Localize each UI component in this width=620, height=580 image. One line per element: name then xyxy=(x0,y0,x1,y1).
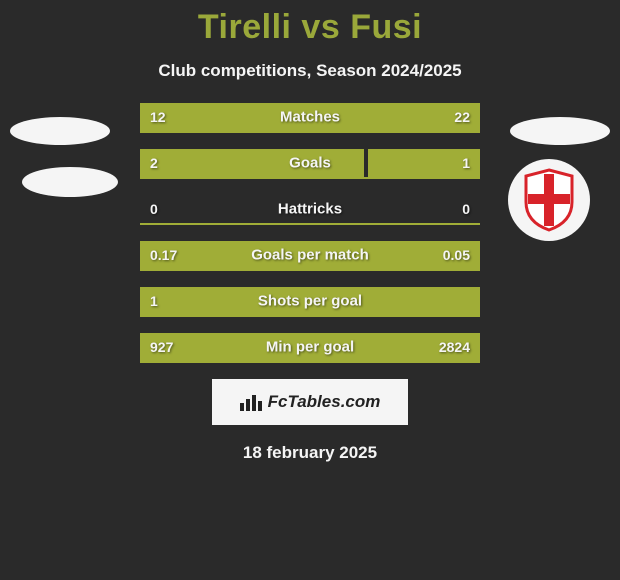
bar-segment-right xyxy=(368,149,480,177)
date-text: 18 february 2025 xyxy=(0,443,620,463)
bar-segment-left xyxy=(140,333,225,361)
branding-box: FcTables.com xyxy=(212,379,408,425)
comparison-bars: Matches1222 Goals21 Hattricks0 0 Goals per m… xyxy=(140,103,480,363)
bar-row: Hattricks0 0 xyxy=(140,195,480,225)
bar-label: Hattricks xyxy=(140,201,480,218)
bar-segment-left xyxy=(140,149,364,177)
shield-icon xyxy=(522,168,576,232)
bar-row: Goals21 xyxy=(140,149,480,179)
right-emblem-badge xyxy=(508,159,590,241)
bar-segment-right xyxy=(405,241,480,269)
left-emblem-oval-1 xyxy=(10,117,110,145)
bar-segment-right xyxy=(225,333,480,361)
right-emblem-oval xyxy=(510,117,610,145)
bar-row: Matches1222 xyxy=(140,103,480,133)
bar-row: Shots per goal1 xyxy=(140,287,480,317)
bar-row: Min per goal9272824 xyxy=(140,333,480,363)
bar-row: Goals per match0.170.05 xyxy=(140,241,480,271)
bar-segment-left xyxy=(140,241,405,269)
bar-segment-right xyxy=(259,103,480,131)
title: Tirelli vs Fusi xyxy=(0,8,620,47)
branding-text: FcTables.com xyxy=(268,392,381,412)
stage: Matches1222 Goals21 Hattricks0 0 Goals per m… xyxy=(0,103,620,463)
bar-segment-left xyxy=(140,103,259,131)
infographic-container: Tirelli vs Fusi Club competitions, Seaso… xyxy=(0,0,620,580)
bar-value-right: 0 xyxy=(462,201,470,217)
bar-segment-left xyxy=(140,287,480,315)
chart-icon xyxy=(240,393,262,411)
subtitle: Club competitions, Season 2024/2025 xyxy=(0,61,620,81)
left-emblem-oval-2 xyxy=(22,167,118,197)
bar-value-left: 0 xyxy=(150,201,158,217)
